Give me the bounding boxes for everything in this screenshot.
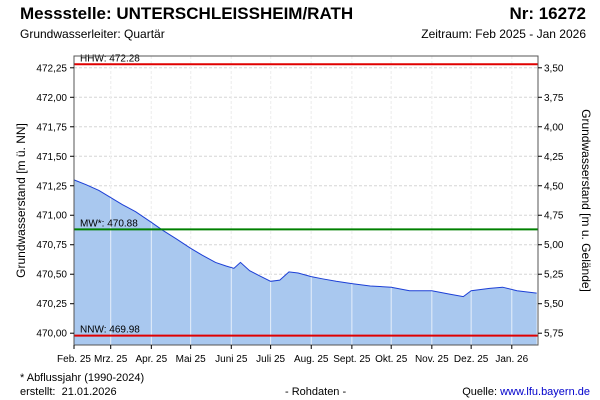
x-tick-label: Dez. 25 xyxy=(454,354,489,365)
nnw-label: NNW: 469.98 xyxy=(80,325,140,336)
hhw-label: HHW: 472.28 xyxy=(80,53,140,64)
period-label: Zeitraum: Feb 2025 - Jan 2026 xyxy=(421,27,586,41)
y-tick-label: 472,25 xyxy=(36,63,67,74)
source-link[interactable]: www.lfu.bayern.de xyxy=(500,386,590,398)
right-tick-label: 5,75 xyxy=(544,329,564,340)
right-tick-label: 3,75 xyxy=(544,93,564,104)
right-tick-label: 5,00 xyxy=(544,240,564,251)
source: Quelle: www.lfu.bayern.de xyxy=(462,386,590,398)
right-tick-label: 4,00 xyxy=(544,122,564,133)
x-tick-label: Okt. 25 xyxy=(375,354,408,365)
series-line xyxy=(73,179,537,298)
plot-frame xyxy=(73,55,539,346)
y-tick-label: 471,25 xyxy=(36,181,67,192)
station-number: Nr: 16272 xyxy=(509,4,586,23)
mw-label: MW*: 470.88 xyxy=(80,218,138,229)
x-tick-label: Apr. 25 xyxy=(135,354,167,365)
y-tick-label: 471,00 xyxy=(36,211,67,222)
y-tick-label: 470,25 xyxy=(36,299,67,310)
x-tick-label: Juni 25 xyxy=(215,354,248,365)
y-axis-title: Grundwasserstand [m ü. NN] xyxy=(14,123,28,278)
right-tick-label: 4,75 xyxy=(544,211,564,222)
y-tick-label: 471,50 xyxy=(36,152,67,163)
x-tick-label: Mrz. 25 xyxy=(94,354,128,365)
x-tick-label: Nov. 25 xyxy=(415,354,449,365)
y-tick-label: 470,50 xyxy=(36,270,67,281)
raw-data-label: - Rohdaten - xyxy=(285,386,347,398)
source-label: Quelle: xyxy=(462,386,498,398)
footnote: * Abflussjahr (1990-2024) xyxy=(20,372,145,384)
x-tick-label: Mai 25 xyxy=(176,354,206,365)
right-axis-title: Grundwasserstand [m u. Gelände] xyxy=(579,109,593,292)
y-tick-label: 470,75 xyxy=(36,240,67,251)
series-area xyxy=(74,179,537,345)
right-tick-label: 3,50 xyxy=(544,63,564,74)
aquifer-label: Grundwasserleiter: Quartär xyxy=(20,27,165,41)
created-date: erstellt: 21.01.2026 xyxy=(20,386,117,398)
right-tick-label: 4,25 xyxy=(544,152,564,163)
y-tick-label: 472,00 xyxy=(36,93,67,104)
y-tick-label: 471,75 xyxy=(36,122,67,133)
right-tick-label: 5,50 xyxy=(544,299,564,310)
x-tick-label: Aug. 25 xyxy=(294,354,329,365)
x-tick-label: Jan. 26 xyxy=(495,354,528,365)
station-title: Messstelle: UNTERSCHLEISSHEIM/RATH xyxy=(20,4,354,23)
y-tick-label: 470,00 xyxy=(36,329,67,340)
created-value: 21.01.2026 xyxy=(61,386,117,398)
right-tick-label: 5,25 xyxy=(544,270,564,281)
right-tick-label: 4,50 xyxy=(544,181,564,192)
x-tick-label: Feb. 25 xyxy=(57,354,91,365)
created-label: erstellt: xyxy=(20,386,56,398)
x-tick-label: Sept. 25 xyxy=(333,354,371,365)
x-tick-label: Juli 25 xyxy=(256,354,285,365)
